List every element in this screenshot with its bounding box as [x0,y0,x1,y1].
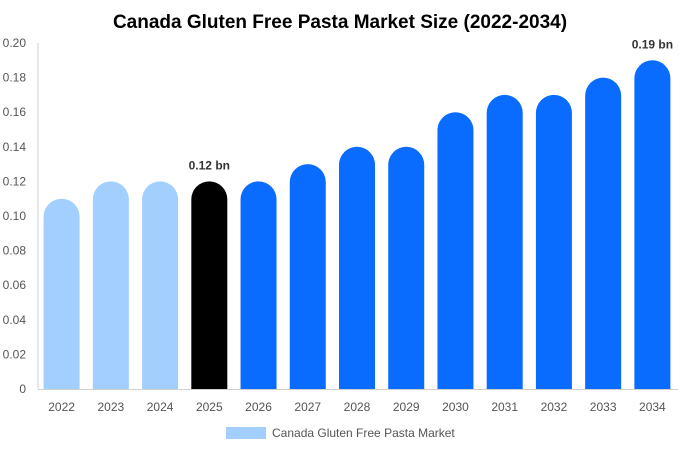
x-tick-label: 2022 [48,400,75,414]
bar-2029 [388,146,425,389]
bar-2022 [43,198,80,389]
y-tick-label: 0.08 [3,244,27,258]
bar-2024 [142,181,179,389]
y-tick-label: 0.14 [3,140,27,154]
y-tick-label: 0 [19,382,26,396]
y-tick-label: 0.18 [3,71,27,85]
y-tick-label: 0.10 [3,209,27,223]
bar-2030 [437,112,474,389]
data-label: 0.12 bn [189,158,230,172]
x-tick-label: 2024 [147,400,174,414]
x-tick-label: 2026 [245,400,272,414]
data-label: 0.19 bn [632,37,673,51]
y-tick-label: 0.06 [3,278,27,292]
y-tick-label: 0.02 [3,347,27,361]
y-tick-label: 0.16 [3,105,27,119]
x-tick-label: 2027 [294,400,321,414]
bar-2034 [634,60,671,389]
x-tick-label: 2030 [442,400,469,414]
data-labels: 0.12 bn 0.19 bn [189,37,673,172]
x-axis: 2022 2023 2024 2025 2026 2027 2028 2029 2030 2031… [38,389,678,414]
x-tick-label: 2034 [639,400,666,414]
x-tick-label: 2028 [344,400,371,414]
bar-2023 [92,181,129,389]
y-tick-label: 0.04 [3,313,27,327]
bar-2028 [339,146,375,389]
legend: Canada Gluten Free Pasta Market [226,426,455,440]
x-tick-label: 2025 [196,400,223,414]
x-tick-label: 2033 [590,400,617,414]
bar-2033 [585,77,622,389]
chart-title: Canada Gluten Free Pasta Market Size (20… [113,12,567,33]
bar-2025 [191,181,228,389]
legend-swatch [226,427,266,439]
bar-2032 [535,94,572,389]
y-tick-label: 0.20 [3,36,27,50]
x-tick-label: 2023 [97,400,124,414]
bars [43,60,671,389]
x-tick-label: 2029 [393,400,420,414]
bar-2027 [289,164,326,389]
y-axis: 0 0.02 0.04 0.06 0.08 0.10 0.12 0.14 0.16 0.18 0.2… [3,36,39,396]
bar-2031 [486,94,523,389]
legend-label: Canada Gluten Free Pasta Market [272,426,455,440]
y-tick-label: 0.12 [3,174,27,188]
x-tick-label: 2031 [491,400,518,414]
bar-2026 [240,181,277,389]
x-tick-label: 2032 [541,400,568,414]
